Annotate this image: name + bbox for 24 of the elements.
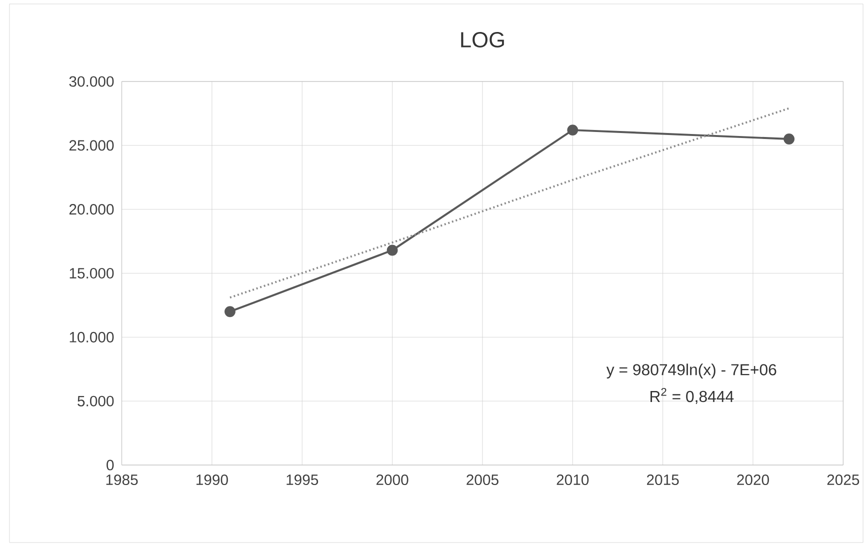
y-tick-label: 15.000 xyxy=(70,268,114,279)
y-tick-label: 5.000 xyxy=(78,396,114,407)
point xyxy=(784,134,795,145)
point xyxy=(567,124,578,136)
chart-title: LOG xyxy=(461,32,504,48)
annotation: R$^{2}$ = 0,8444 xyxy=(650,388,734,404)
y-tick-label: 0 xyxy=(106,460,114,471)
x-tick-label: 2025 xyxy=(827,474,860,486)
x-tick-label: 1990 xyxy=(196,474,228,486)
x-tick-label: 1995 xyxy=(286,474,318,486)
y-tick-label: 10.000 xyxy=(70,332,114,343)
x-tick-label: 2020 xyxy=(737,474,769,486)
x-tick-label: 2000 xyxy=(376,474,408,486)
annotation: y = 980749ln(x) - 7E+06 xyxy=(606,364,776,379)
point xyxy=(386,245,398,256)
y-tick-label: 30.000 xyxy=(69,76,114,87)
y-tick-label: 20.000 xyxy=(69,204,114,215)
x-tick-label: 2005 xyxy=(466,474,498,486)
point xyxy=(224,306,236,318)
x-tick-label: 2015 xyxy=(646,474,679,486)
x-tick-label: 2010 xyxy=(556,474,589,486)
x-tick-label: 1985 xyxy=(106,474,138,486)
y-tick-label: 25.000 xyxy=(69,140,114,151)
line-series xyxy=(228,108,790,299)
